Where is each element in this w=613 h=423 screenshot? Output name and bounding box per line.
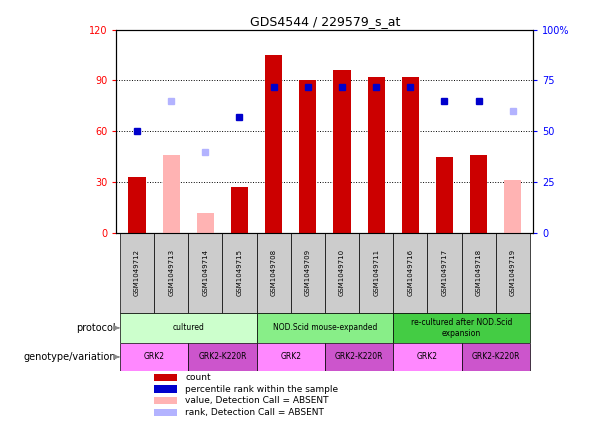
Bar	[231, 187, 248, 233]
Bar	[188, 343, 257, 371]
Bar	[291, 233, 325, 313]
Text: GRK2-K220R: GRK2-K220R	[471, 352, 520, 361]
Bar	[120, 233, 154, 313]
Bar	[368, 77, 385, 233]
Bar	[154, 385, 177, 393]
Text: GRK2-K220R: GRK2-K220R	[198, 352, 246, 361]
Bar	[496, 233, 530, 313]
Text: percentile rank within the sample: percentile rank within the sample	[185, 385, 338, 393]
Bar	[257, 233, 291, 313]
Text: GSM1049719: GSM1049719	[510, 249, 516, 297]
Bar	[120, 313, 257, 343]
Bar	[393, 313, 530, 343]
Bar	[223, 233, 257, 313]
Text: value, Detection Call = ABSENT: value, Detection Call = ABSENT	[185, 396, 329, 405]
Bar	[393, 233, 427, 313]
Bar	[154, 397, 177, 404]
Bar	[393, 343, 462, 371]
Bar	[325, 343, 393, 371]
Bar	[402, 77, 419, 233]
Bar	[188, 233, 223, 313]
Bar	[257, 343, 325, 371]
Bar	[325, 233, 359, 313]
Text: GRK2: GRK2	[143, 352, 164, 361]
Text: GSM1049714: GSM1049714	[202, 249, 208, 296]
Bar	[504, 180, 521, 233]
Text: GSM1049709: GSM1049709	[305, 249, 311, 297]
Bar	[462, 343, 530, 371]
Text: protocol: protocol	[76, 323, 116, 333]
Bar	[299, 80, 316, 233]
Text: GSM1049718: GSM1049718	[476, 249, 482, 297]
Text: re-cultured after NOD.Scid
expansion: re-cultured after NOD.Scid expansion	[411, 318, 512, 338]
Text: NOD.Scid mouse-expanded: NOD.Scid mouse-expanded	[273, 324, 377, 332]
Bar	[427, 233, 462, 313]
Bar	[436, 157, 453, 233]
Bar	[154, 409, 177, 416]
Bar	[154, 233, 188, 313]
Bar	[120, 343, 188, 371]
Text: genotype/variation: genotype/variation	[23, 352, 116, 362]
Bar	[129, 177, 145, 233]
Bar	[197, 212, 214, 233]
Bar	[257, 313, 393, 343]
Text: GRK2: GRK2	[280, 352, 301, 361]
Text: GSM1049708: GSM1049708	[270, 249, 276, 297]
Text: cultured: cultured	[172, 324, 204, 332]
Title: GDS4544 / 229579_s_at: GDS4544 / 229579_s_at	[249, 16, 400, 28]
Bar	[154, 374, 177, 381]
Text: GSM1049713: GSM1049713	[168, 249, 174, 297]
Bar	[462, 233, 496, 313]
Text: GSM1049717: GSM1049717	[441, 249, 447, 297]
Text: GSM1049716: GSM1049716	[407, 249, 413, 297]
Text: count: count	[185, 373, 211, 382]
Bar	[265, 55, 282, 233]
Bar	[162, 155, 180, 233]
Text: GSM1049710: GSM1049710	[339, 249, 345, 297]
Text: GSM1049712: GSM1049712	[134, 249, 140, 296]
Text: GSM1049715: GSM1049715	[237, 249, 243, 296]
Text: rank, Detection Call = ABSENT: rank, Detection Call = ABSENT	[185, 408, 324, 417]
Bar	[470, 155, 487, 233]
Bar	[333, 70, 351, 233]
Text: GRK2-K220R: GRK2-K220R	[335, 352, 383, 361]
Bar	[359, 233, 393, 313]
Text: GSM1049711: GSM1049711	[373, 249, 379, 297]
Text: GRK2: GRK2	[417, 352, 438, 361]
